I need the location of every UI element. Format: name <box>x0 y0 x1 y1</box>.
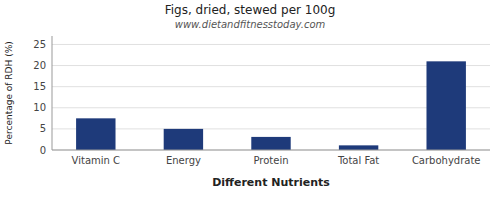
chart-container: Figs, dried, stewed per 100g www.dietandf… <box>0 0 500 200</box>
y-axis-label: Percentage of RDH (%) <box>4 41 14 144</box>
bar <box>426 61 465 150</box>
chart: Figs, dried, stewed per 100g www.dietandf… <box>0 0 500 200</box>
y-axis-line <box>52 36 53 150</box>
x-axis-label: Different Nutrients <box>212 176 330 189</box>
bar <box>76 118 115 150</box>
x-tick-label: Total Fat <box>337 155 379 166</box>
subtitle: www.dietandfitnesstoday.com <box>175 19 326 30</box>
y-tick-label: 5 <box>40 123 46 134</box>
grid-line <box>52 150 490 151</box>
title: Figs, dried, stewed per 100g <box>165 3 336 17</box>
grid-line <box>52 44 490 45</box>
y-tick-label: 20 <box>33 60 46 71</box>
grid-line <box>52 128 490 129</box>
bar <box>251 137 290 150</box>
bar <box>339 145 378 150</box>
grid-line <box>52 107 490 108</box>
x-axis: Vitamin C Energy Protein Total Fat Carbohydr… <box>72 155 481 166</box>
x-tick-label: Energy <box>166 155 201 166</box>
y-axis: 0 5 10 15 20 25 <box>33 39 490 156</box>
bars <box>76 61 466 150</box>
y-tick-label: 15 <box>33 81 46 92</box>
bar <box>164 129 203 150</box>
y-tick-label: 10 <box>33 102 46 113</box>
x-axis-line <box>52 150 490 151</box>
y-tick-label: 25 <box>33 39 46 50</box>
x-tick-label: Protein <box>253 155 288 166</box>
y-tick-label: 0 <box>40 145 46 156</box>
grid-line <box>52 86 490 87</box>
x-tick-label: Vitamin C <box>72 155 120 166</box>
x-tick-label: Carbohydrate <box>412 155 481 166</box>
grid-line <box>52 65 490 66</box>
